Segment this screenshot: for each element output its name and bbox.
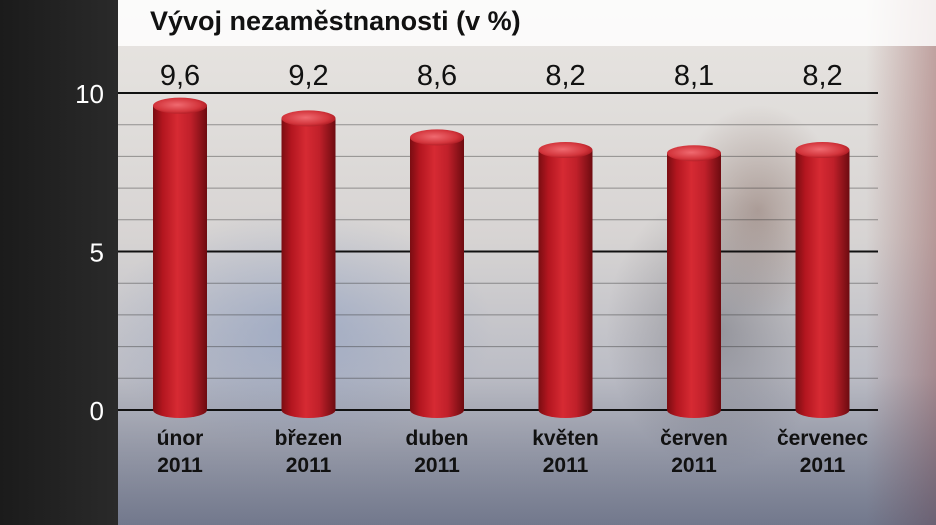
bar (667, 145, 721, 419)
bar-body (410, 137, 464, 418)
gridlines (118, 92, 878, 411)
title-band (118, 0, 936, 46)
bar (795, 142, 850, 418)
bar-top (667, 145, 721, 162)
category-label: červen (660, 427, 728, 450)
bar (410, 129, 464, 418)
bar-top (538, 142, 593, 159)
background-right-shade (866, 0, 936, 525)
value-label: 9,2 (288, 60, 328, 92)
bar-top (153, 97, 207, 114)
bar-body (667, 153, 721, 419)
bar-body (538, 150, 593, 418)
bar-top (410, 129, 464, 146)
y-axis-ticks: 0 5 10 (75, 79, 104, 426)
value-label: 8,1 (674, 60, 714, 92)
value-labels: 9,6 9,2 8,6 8,2 8,1 8,2 (160, 60, 843, 92)
bar-top (281, 110, 336, 127)
y-tick-label: 10 (75, 79, 104, 109)
category-label: 2011 (800, 454, 846, 477)
y-tick-label: 0 (90, 396, 104, 426)
bar (538, 142, 593, 418)
category-labels: únor 2011 březen 2011 duben 2011 květen 2011 čer… (157, 427, 869, 477)
left-dark-strip (0, 0, 118, 525)
category-label: duben (406, 427, 469, 450)
value-label: 9,6 (160, 60, 200, 92)
bar-body (153, 105, 207, 419)
category-label: 2011 (414, 454, 460, 477)
value-label: 8,6 (417, 60, 457, 92)
category-label: březen (275, 427, 343, 450)
bar (153, 97, 207, 419)
bar-body (281, 118, 336, 419)
y-tick-label: 5 (90, 238, 104, 268)
category-label: 2011 (286, 454, 332, 477)
bar-top (795, 142, 850, 159)
category-label: 2011 (671, 454, 717, 477)
category-label: únor (157, 427, 204, 450)
category-label: 2011 (157, 454, 203, 477)
category-label: 2011 (543, 454, 589, 477)
bars (153, 97, 850, 419)
chart-title: Vývoj nezaměstnanosti (v %) (150, 6, 521, 36)
bar (281, 110, 336, 419)
bar-body (795, 150, 850, 418)
category-label: květen (532, 427, 599, 450)
value-label: 8,2 (545, 60, 585, 92)
category-label: červenec (777, 427, 868, 450)
value-label: 8,2 (802, 60, 842, 92)
